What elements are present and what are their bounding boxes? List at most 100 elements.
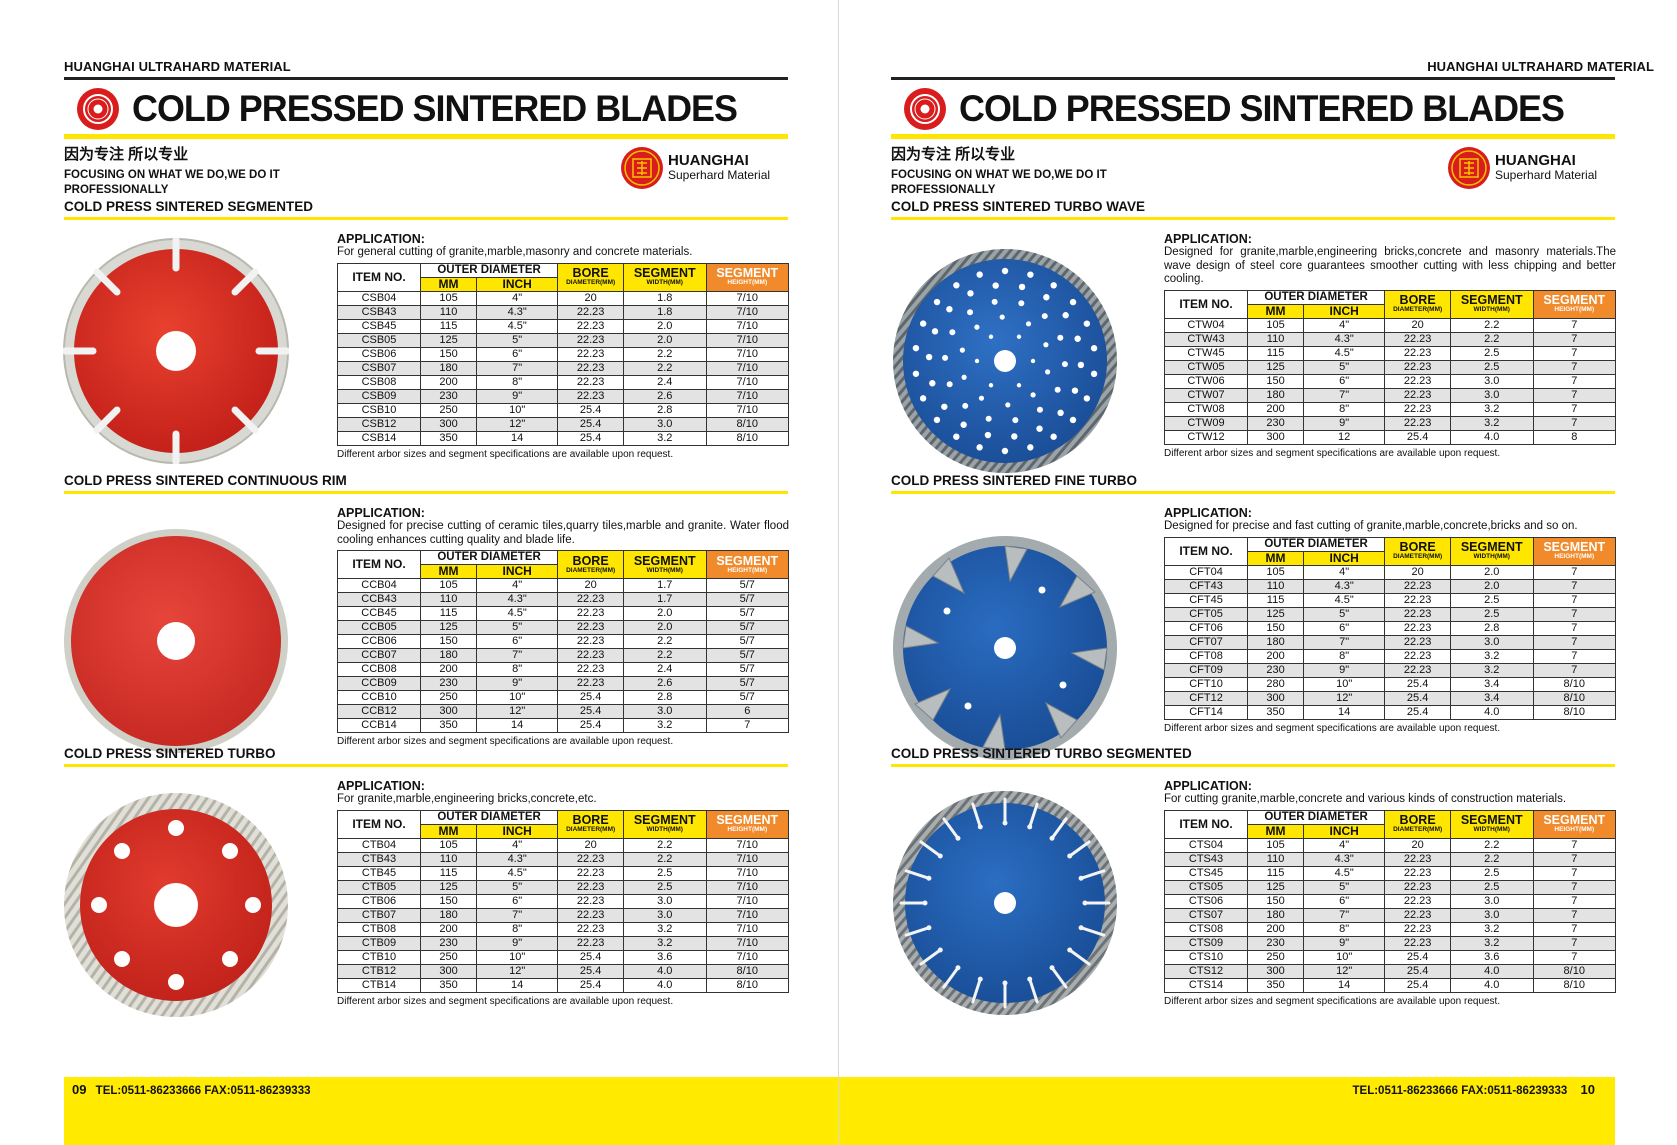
cell-item-no: CSB14: [337, 430, 421, 446]
cell-inch: 7": [476, 907, 559, 923]
cell-segment-height: 7/10: [705, 935, 789, 951]
table-row: CFT04 105 4" 20 2.0 7: [1164, 564, 1616, 580]
cell-inch: 10": [476, 949, 559, 965]
cell-inch: 4.5": [476, 318, 559, 334]
cell-mm: 230: [419, 935, 478, 951]
cell-segment-width: 3.2: [1450, 415, 1534, 431]
header-rule: [891, 77, 1615, 80]
cell-segment-width: 2.5: [1450, 345, 1534, 361]
col-segment-width: SEGMENT WIDTH(MM): [623, 550, 707, 579]
cell-inch: 4.5": [476, 606, 559, 621]
cell-mm: 115: [1246, 592, 1305, 608]
cell-bore: 22.23: [1384, 359, 1452, 375]
table-row: CSB45 115 4.5" 22.23 2.0 7/10: [337, 318, 789, 334]
table-row: CSB09 230 9" 22.23 2.6 7/10: [337, 388, 789, 404]
cell-item-no: CFT10: [1164, 676, 1248, 692]
table-row: CSB07 180 7" 22.23 2.2 7/10: [337, 360, 789, 376]
cell-segment-width: 2.2: [623, 346, 707, 362]
cell-mm: 125: [419, 332, 478, 348]
cell-bore: 22.23: [1384, 935, 1452, 951]
cell-inch: 8": [476, 662, 559, 677]
cell-mm: 125: [1246, 879, 1305, 895]
col-segment-width: SEGMENT WIDTH(MM): [623, 262, 707, 292]
title-underline: [64, 134, 788, 139]
col-segment-height: SEGMENT HEIGHT(MM): [1532, 289, 1616, 319]
cell-segment-height: 5/7: [705, 620, 789, 635]
cell-mm: 230: [419, 676, 478, 691]
cell-segment-width: 2.2: [1450, 317, 1534, 333]
title-row: COLD PRESSED SINTERED BLADES: [903, 84, 1583, 134]
table-row: CFT08 200 8" 22.23 3.2 7: [1164, 648, 1616, 664]
cell-bore: 22.23: [1384, 865, 1452, 881]
page-title: COLD PRESSED SINTERED BLADES: [959, 88, 1565, 129]
cell-bore: 20: [1384, 837, 1452, 853]
cell-mm: 200: [419, 921, 478, 937]
spec-table: ITEM NO. OUTER DIAMETER BORE DIAMETER(MM)…: [1164, 289, 1616, 445]
cell-bore: 22.23: [557, 606, 625, 621]
cell-item-no: CTS07: [1164, 907, 1248, 923]
cell-mm: 115: [1246, 345, 1305, 361]
cell-bore: 22.23: [1384, 851, 1452, 867]
cell-inch: 7": [1303, 634, 1386, 650]
cell-bore: 25.4: [1384, 429, 1452, 445]
cell-segment-height: 7/10: [705, 893, 789, 909]
col-item-no: ITEM NO.: [1164, 536, 1248, 566]
table-row: CTS04 105 4" 20 2.2 7: [1164, 837, 1616, 853]
cell-mm: 110: [419, 304, 478, 320]
spec-table: ITEM NO. OUTER DIAMETER BORE DIAMETER(MM)…: [1164, 536, 1616, 720]
table-row: CCB43 110 4.3" 22.23 1.7 5/7: [337, 592, 789, 607]
col-mm: MM: [419, 823, 478, 839]
cell-segment-height: 7/10: [705, 290, 789, 306]
cell-bore: 22.23: [1384, 373, 1452, 389]
cell-item-no: CTW45: [1164, 345, 1248, 361]
logo-name: HUANGHAI: [668, 152, 749, 169]
cell-segment-width: 2.5: [623, 865, 707, 881]
table-row: CTB14 350 14 25.4 4.0 8/10: [337, 977, 789, 993]
section-title-fine-turbo: COLD PRESS SINTERED FINE TURBO: [891, 473, 1138, 488]
cell-mm: 230: [1246, 415, 1305, 431]
cell-bore: 20: [557, 578, 625, 593]
cell-item-no: CFT06: [1164, 620, 1248, 636]
cell-bore: 22.23: [557, 634, 625, 649]
cell-mm: 180: [1246, 907, 1305, 923]
footer-bar: [64, 1077, 838, 1145]
cell-segment-width: 2.4: [623, 662, 707, 677]
slogan-english: FOCUSING ON WHAT WE DO,WE DO IT PROFESSI…: [891, 169, 1107, 196]
cell-inch: 12": [476, 704, 559, 719]
spec-table: ITEM NO. OUTER DIAMETER BORE DIAMETER(MM)…: [1164, 809, 1616, 993]
cell-inch: 4": [476, 578, 559, 593]
table-row: CCB04 105 4" 20 1.7 5/7: [337, 578, 789, 593]
cell-segment-height: 7: [1532, 865, 1616, 881]
cell-mm: 105: [419, 290, 478, 306]
cell-inch: 6": [476, 893, 559, 909]
page-left: HUANGHAI ULTRAHARD MATERIAL COLD PRESSED…: [0, 0, 838, 1145]
col-segment-width: SEGMENT WIDTH(MM): [1450, 809, 1534, 839]
cell-item-no: CCB08: [337, 662, 421, 677]
cell-bore: 22.23: [557, 346, 625, 362]
cell-item-no: CCB10: [337, 690, 421, 705]
cell-item-no: CFT05: [1164, 606, 1248, 622]
cell-segment-height: 8/10: [1532, 690, 1616, 706]
cell-item-no: CCB43: [337, 592, 421, 607]
cell-segment-height: 7/10: [705, 346, 789, 362]
cell-mm: 300: [419, 704, 478, 719]
cell-bore: 25.4: [557, 977, 625, 993]
cell-segment-width: 3.2: [1450, 401, 1534, 417]
cell-item-no: CTS05: [1164, 879, 1248, 895]
col-inch: INCH: [476, 276, 559, 292]
table-row: CTS08 200 8" 22.23 3.2 7: [1164, 921, 1616, 937]
cell-segment-width: 3.0: [1450, 373, 1534, 389]
table-row: CTB05 125 5" 22.23 2.5 7/10: [337, 879, 789, 895]
availability-note: Different arbor sizes and segment specif…: [1164, 995, 1501, 1007]
cell-mm: 150: [419, 893, 478, 909]
cell-bore: 20: [1384, 317, 1452, 333]
cell-segment-width: 3.2: [623, 718, 707, 733]
cell-inch: 12": [476, 963, 559, 979]
table-row: CTS06 150 6" 22.23 3.0 7: [1164, 893, 1616, 909]
cell-bore: 22.23: [1384, 879, 1452, 895]
cell-item-no: CTS10: [1164, 949, 1248, 965]
cell-segment-height: 7/10: [705, 304, 789, 320]
cell-inch: 7": [476, 648, 559, 663]
cell-mm: 200: [1246, 648, 1305, 664]
cell-mm: 105: [1246, 837, 1305, 853]
